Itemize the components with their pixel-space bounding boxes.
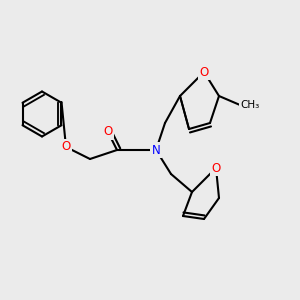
Text: N: N (152, 143, 160, 157)
Text: CH₃: CH₃ (240, 100, 259, 110)
Text: O: O (103, 125, 112, 139)
Text: O: O (61, 140, 70, 154)
Text: O: O (200, 65, 208, 79)
Text: O: O (212, 161, 220, 175)
